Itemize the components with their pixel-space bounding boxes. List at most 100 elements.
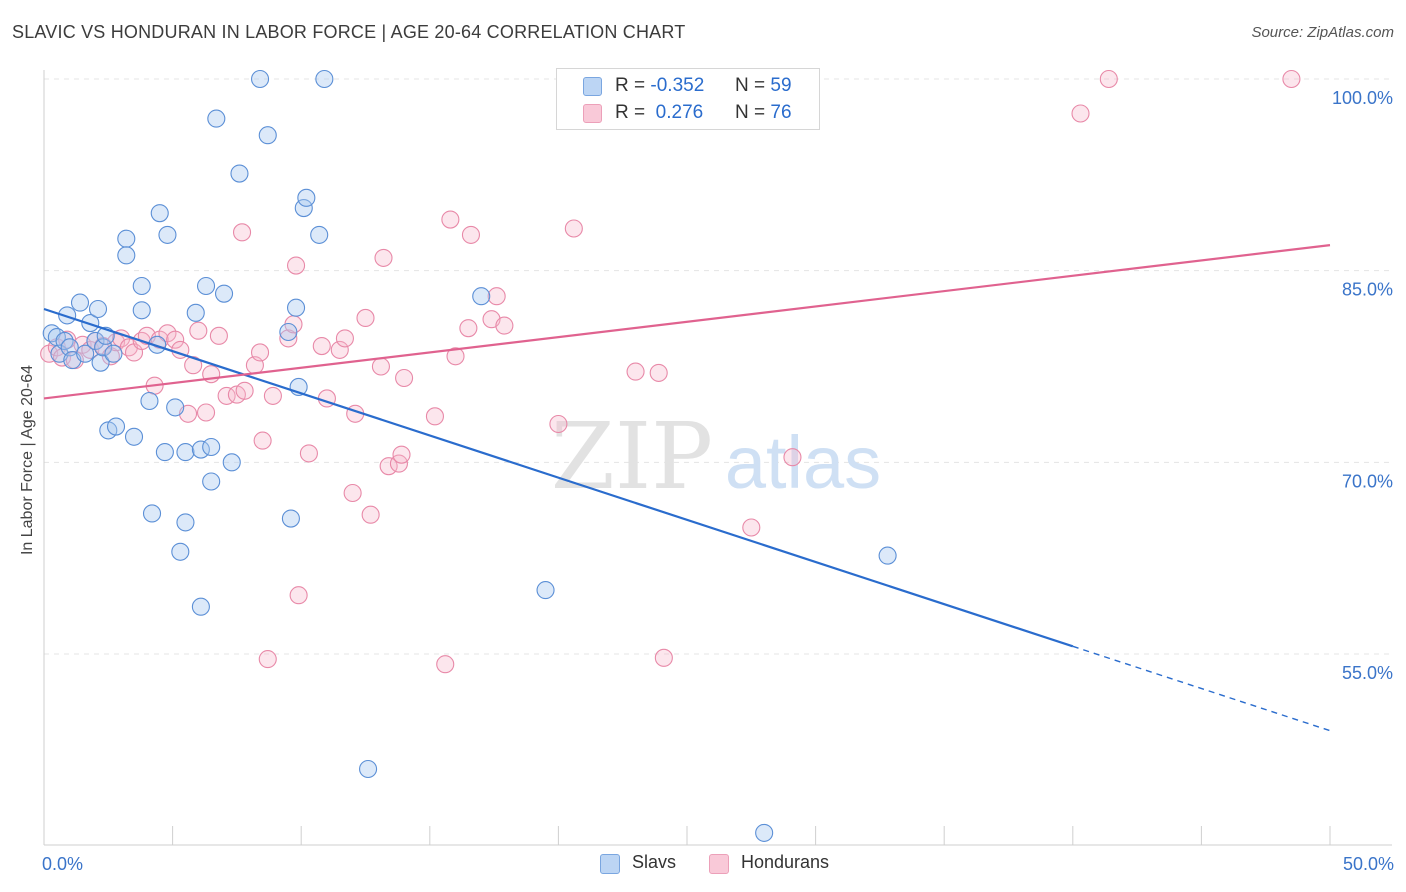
slavs-swatch bbox=[583, 77, 602, 96]
honduran-point bbox=[330, 340, 349, 359]
slav-point bbox=[202, 472, 221, 491]
honduran-point bbox=[626, 362, 645, 381]
honduran-point bbox=[371, 357, 390, 376]
honduran-point bbox=[1071, 104, 1090, 123]
slav-point bbox=[310, 225, 329, 244]
slav-point bbox=[142, 504, 162, 523]
correlation-legend: R = -0.352 N = 59 R = 0.276 N = 76 bbox=[556, 68, 820, 130]
slav-point bbox=[472, 287, 491, 306]
slav-point bbox=[104, 344, 123, 363]
honduran-point bbox=[250, 343, 270, 362]
honduran-point bbox=[343, 483, 362, 503]
slav-point bbox=[258, 126, 277, 145]
hondurans-legend-swatch bbox=[709, 854, 729, 874]
honduran-point bbox=[196, 403, 216, 422]
honduran-point bbox=[279, 329, 298, 348]
hondurans-points bbox=[40, 69, 1301, 674]
slav-point bbox=[150, 204, 169, 223]
honduran-point bbox=[166, 330, 185, 349]
series-legend: Slavs Hondurans bbox=[0, 852, 1406, 878]
honduran-point bbox=[289, 586, 308, 605]
slav-point bbox=[294, 199, 313, 218]
slav-point bbox=[755, 823, 774, 842]
slav-point bbox=[279, 322, 298, 342]
slav-point bbox=[117, 246, 136, 265]
slav-point bbox=[214, 284, 234, 303]
y-tick-label: 55.0% bbox=[1342, 663, 1393, 683]
honduran-point bbox=[356, 308, 375, 327]
slav-point bbox=[281, 509, 300, 528]
slav-point bbox=[250, 69, 270, 89]
watermark-atlas: atlas bbox=[725, 421, 881, 504]
slavs-r: R = -0.352 bbox=[615, 75, 705, 96]
honduran-point bbox=[564, 219, 583, 238]
slav-point bbox=[315, 69, 334, 89]
honduran-point bbox=[459, 319, 478, 338]
honduran-point bbox=[209, 326, 228, 345]
watermark: ZIP atlas bbox=[551, 403, 881, 510]
honduran-point bbox=[312, 337, 331, 356]
honduran-point bbox=[232, 223, 252, 242]
slav-point bbox=[124, 427, 144, 446]
honduran-point bbox=[742, 518, 761, 537]
slav-point bbox=[158, 225, 177, 244]
x-tick-label: 0.0% bbox=[42, 854, 83, 874]
honduran-point bbox=[441, 210, 460, 229]
slavs-trend-extension bbox=[1072, 645, 1331, 732]
honduran-point bbox=[379, 457, 398, 476]
hondurans-r: R = 0.276 bbox=[615, 102, 704, 123]
hondurans-swatch bbox=[583, 104, 602, 123]
slav-point bbox=[202, 437, 221, 457]
slavs-trend-line bbox=[43, 307, 1074, 648]
slav-point bbox=[176, 513, 195, 532]
tick-labels: 55.0% 70.0% 85.0% 100.0% 0.0% 50.0% bbox=[42, 88, 1394, 874]
honduran-point bbox=[258, 650, 277, 669]
honduran-point bbox=[1099, 69, 1118, 89]
slav-point bbox=[536, 581, 555, 600]
slavs-points bbox=[42, 69, 897, 842]
trend-lines bbox=[43, 244, 1331, 732]
slav-point bbox=[186, 303, 205, 322]
honduran-point bbox=[495, 316, 514, 335]
hondurans-trend-line bbox=[43, 244, 1331, 400]
honduran-point bbox=[649, 363, 668, 382]
slav-point bbox=[207, 109, 226, 128]
slav-point bbox=[70, 293, 90, 312]
slavs-legend-label: Slavs bbox=[632, 852, 677, 872]
slav-point bbox=[297, 188, 316, 207]
honduran-point bbox=[395, 368, 414, 388]
hondurans-legend-label: Hondurans bbox=[741, 852, 830, 872]
honduran-point bbox=[654, 648, 673, 667]
x-tick-label: 50.0% bbox=[1343, 854, 1394, 874]
slav-point bbox=[148, 335, 167, 354]
honduran-point bbox=[287, 256, 306, 275]
slavs-legend-swatch bbox=[600, 854, 620, 874]
honduran-point bbox=[235, 381, 254, 400]
slav-point bbox=[878, 546, 897, 565]
slav-point bbox=[140, 391, 159, 411]
slav-point bbox=[94, 338, 113, 357]
honduran-point bbox=[299, 444, 318, 463]
slav-point bbox=[222, 453, 241, 472]
slav-point bbox=[191, 440, 210, 459]
slav-point bbox=[287, 298, 306, 317]
y-tick-label: 85.0% bbox=[1342, 280, 1393, 300]
slav-point bbox=[196, 276, 216, 296]
axes bbox=[43, 70, 1392, 846]
slav-point bbox=[88, 299, 108, 319]
honduran-point bbox=[461, 225, 481, 244]
honduran-point bbox=[184, 356, 203, 375]
honduran-point bbox=[425, 407, 444, 426]
honduran-point bbox=[436, 655, 455, 674]
source-label: Source: ZipAtlas.com bbox=[1251, 24, 1394, 41]
honduran-point bbox=[263, 386, 282, 405]
slav-point bbox=[166, 398, 185, 417]
slav-point bbox=[132, 301, 151, 320]
slav-point bbox=[58, 306, 77, 325]
honduran-point bbox=[549, 414, 568, 434]
honduran-point bbox=[374, 248, 393, 267]
honduran-point bbox=[487, 287, 506, 306]
honduran-point bbox=[783, 448, 802, 467]
chart-title: SLAVIC VS HONDURAN IN LABOR FORCE | AGE … bbox=[12, 22, 686, 42]
